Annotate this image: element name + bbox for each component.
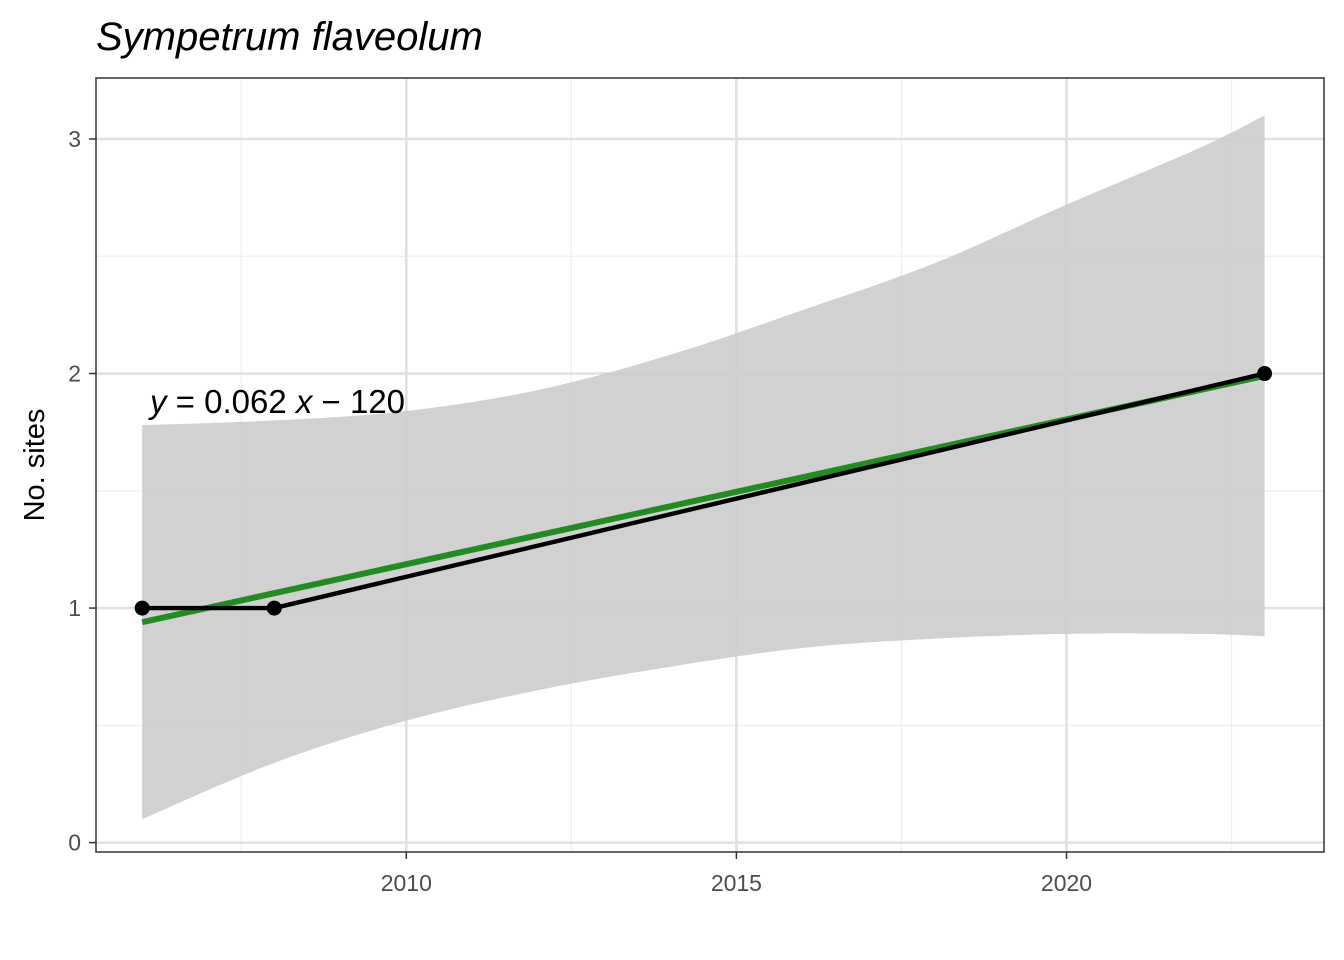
x-tick-label: 2020 [1041,870,1092,896]
confidence-band-layer [142,115,1265,820]
equation-minus: − [312,383,350,420]
data-points-layer [134,366,1273,616]
y-axis: 0 1 2 3 [68,126,96,856]
y-tick-label: 3 [68,126,81,152]
x-axis: 2010 2015 2020 [381,852,1092,896]
y-tick-label: 1 [68,595,81,621]
data-point [266,600,282,616]
equation-y: y [148,383,169,420]
confidence-band [142,115,1265,820]
equation-x: x [294,383,314,420]
equation-intercept: 120 [350,383,405,420]
panel-border [95,77,1325,853]
chart-title: Sympetrum flaveolum [96,15,483,59]
x-tick-label: 2015 [711,870,762,896]
data-point [1257,366,1273,382]
y-axis-title: No. sites [19,409,51,522]
x-tick-label: 2010 [381,870,432,896]
y-tick-label: 2 [68,361,81,387]
equation-label: y = 0.062 x − 120 [148,383,405,420]
y-tick-label: 0 [68,830,81,856]
equation-slope: = 0.062 [167,383,296,420]
data-point [134,600,150,616]
